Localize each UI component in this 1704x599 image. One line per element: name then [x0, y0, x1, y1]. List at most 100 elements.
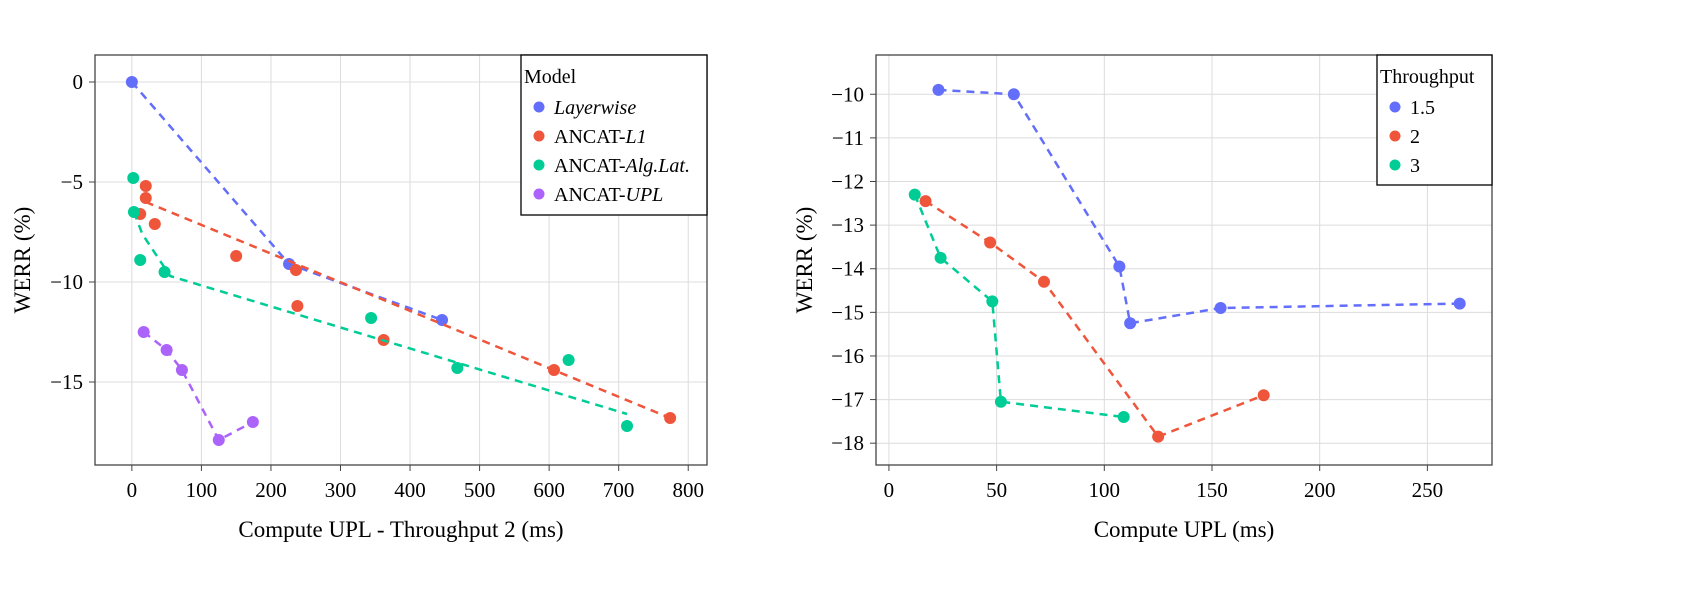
data-point-2 [1152, 430, 1165, 443]
series-line-ANCAT-UPL [142, 331, 254, 442]
y-tick-label: −15 [831, 300, 864, 324]
y-tick-label: −15 [50, 370, 83, 394]
y-axis-label: WERR (%) [792, 207, 817, 314]
data-point-ANCAT-UPL [212, 434, 225, 446]
legend-marker [533, 101, 545, 113]
data-point-1.5 [1214, 301, 1227, 314]
legend-title: Model [524, 66, 577, 88]
data-point-ANCAT-Alg.Lat. [621, 420, 634, 432]
x-tick-label: 800 [672, 478, 704, 502]
legend-marker [533, 130, 545, 142]
series-line-Layerwise [130, 81, 443, 322]
data-point-2 [984, 236, 997, 249]
legend-item-prefix: ANCAT- [554, 184, 626, 206]
y-tick-label: −17 [831, 388, 864, 412]
data-point-ANCAT-L1 [148, 218, 161, 230]
x-axis-label: Compute UPL - Throughput 2 (ms) [238, 517, 563, 542]
data-point-Layerwise [125, 76, 138, 88]
series-line-2 [924, 200, 1265, 439]
legend-item: ANCAT-Alg.Lat. [554, 155, 690, 177]
data-point-ANCAT-L1 [664, 412, 677, 424]
x-tick-label: 500 [464, 478, 496, 502]
legend-item-prefix: 1.5 [1410, 97, 1435, 119]
y-tick-label: −10 [50, 270, 83, 294]
data-point-ANCAT-UPL [246, 416, 259, 428]
legend-marker [1389, 101, 1401, 113]
data-point-ANCAT-UPL [137, 326, 150, 338]
legend-item: ANCAT-L1 [554, 126, 647, 148]
data-point-ANCAT-UPL [175, 364, 188, 376]
legend-item-italic: Alg.Lat. [624, 155, 690, 177]
chart-2: 0 50 100 150 200 250 −10 −11 −12 −13 −14 −15 −16 −17 −… [792, 54, 1493, 542]
data-point-1.5 [1113, 260, 1126, 273]
y-tick-label: −18 [831, 431, 864, 455]
chart-1: 0 100 200 300 400 500 600 700 800 0 −5 −10 −15 Comput… [10, 54, 708, 542]
y-tick-label: −13 [831, 213, 864, 237]
x-axis-label: Compute UPL (ms) [1094, 517, 1275, 542]
legend: ModelLayerwiseANCAT-L1ANCAT-Alg.Lat.ANCA… [520, 54, 708, 216]
legend-item: 2 [1410, 126, 1420, 148]
x-tick-label: 200 [255, 478, 287, 502]
series-line-3 [913, 194, 1124, 419]
legend-item-prefix: 3 [1410, 155, 1420, 177]
legend-item: ANCAT-UPL [554, 184, 663, 206]
data-point-3 [994, 395, 1007, 408]
series-line-ANCAT-L1 [145, 200, 671, 420]
data-point-3 [908, 188, 921, 201]
legend-item-italic: L1 [625, 126, 647, 148]
data-point-ANCAT-Alg.Lat. [451, 362, 464, 374]
data-point-ANCAT-Alg.Lat. [365, 312, 378, 324]
y-tick-label: −11 [832, 126, 864, 150]
y-tick-label: 0 [73, 70, 84, 94]
legend: Throughput 1.5 2 3 [1376, 54, 1493, 186]
x-tick-label: 100 [186, 478, 218, 502]
data-point-ANCAT-L1 [230, 250, 243, 262]
x-tick-label: 250 [1412, 478, 1444, 502]
data-point-3 [986, 295, 999, 308]
x-tick-label: 0 [127, 478, 138, 502]
data-point-2 [919, 195, 932, 208]
x-tick-label: 150 [1196, 478, 1228, 502]
data-point-2 [1257, 389, 1270, 402]
legend-item: 3 [1410, 155, 1420, 177]
legend-title: Throughput [1380, 66, 1475, 88]
legend-item-italic: UPL [626, 184, 664, 206]
legend-marker [533, 188, 545, 200]
legend-marker [1389, 159, 1401, 171]
legend-marker [1389, 130, 1401, 142]
x-tick-label: 300 [325, 478, 357, 502]
legend-item-prefix: ANCAT- [554, 126, 626, 148]
data-point-1.5 [1007, 88, 1020, 101]
data-point-1.5 [1453, 297, 1466, 310]
legend-item-prefix: 2 [1410, 126, 1420, 148]
data-point-ANCAT-Alg.Lat. [158, 266, 171, 278]
data-point-ANCAT-UPL [160, 344, 173, 356]
data-point-ANCAT-Alg.Lat. [562, 354, 575, 366]
y-tick-label: −14 [831, 257, 864, 281]
plot-frame [94, 54, 708, 466]
x-tick-label: 0 [884, 478, 895, 502]
data-point-3 [934, 251, 947, 264]
series-line-1.5 [938, 88, 1460, 325]
x-tick-label: 600 [533, 478, 565, 502]
data-point-ANCAT-L1 [291, 300, 304, 312]
data-point-1.5 [932, 83, 945, 96]
data-point-ANCAT-L1 [289, 264, 302, 276]
data-point-ANCAT-Alg.Lat. [127, 172, 140, 184]
legend-box [520, 54, 708, 216]
y-tick-label: −10 [831, 82, 864, 106]
x-tick-label: 700 [603, 478, 635, 502]
x-tick-label: 200 [1304, 478, 1336, 502]
data-point-3 [1117, 411, 1130, 424]
data-point-ANCAT-Alg.Lat. [134, 254, 147, 266]
legend-item-italic: Layerwise [553, 97, 636, 119]
series-line-ANCAT-Alg.Lat. [132, 211, 628, 416]
data-point-2 [1038, 275, 1050, 288]
data-point-ANCAT-L1 [548, 364, 560, 376]
data-point-ANCAT-L1 [139, 180, 152, 192]
x-tick-label: 50 [986, 478, 1007, 502]
legend-marker [533, 159, 545, 171]
y-axis-label: WERR (%) [10, 207, 35, 314]
legend-item-prefix: ANCAT- [554, 155, 626, 177]
